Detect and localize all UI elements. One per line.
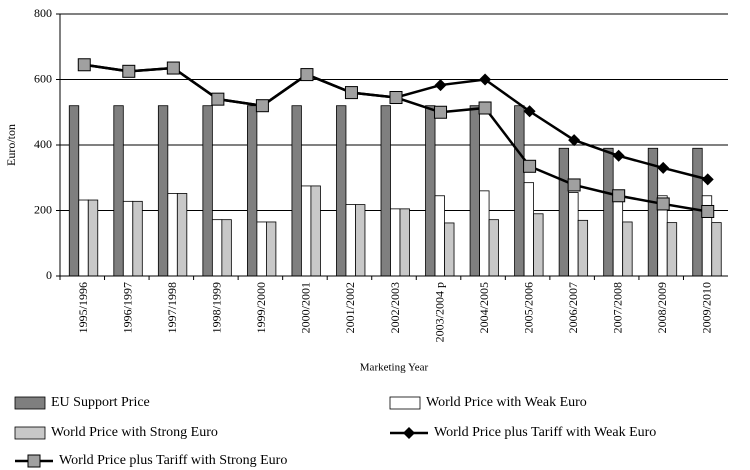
bar: [666, 222, 678, 277]
x-tick-label: 2000/2001: [299, 282, 313, 333]
bar: [246, 105, 258, 277]
marker: [701, 173, 714, 186]
bar: [692, 147, 703, 277]
bar: [434, 195, 445, 277]
x-tick-label: 1997/1998: [165, 282, 179, 333]
x-tick-label: 2005/2006: [521, 282, 535, 333]
x-tick-label: 2008/2009: [655, 282, 669, 333]
bar: [157, 105, 169, 277]
bar: [399, 208, 410, 277]
bar: [122, 200, 134, 277]
bar: [167, 193, 178, 277]
marker: [344, 86, 358, 100]
legend-swatch: [27, 454, 41, 468]
bar: [523, 182, 534, 277]
marker: [77, 58, 91, 72]
x-tick-label: 2009/2010: [699, 282, 713, 333]
marker: [567, 178, 581, 192]
marker: [211, 92, 225, 106]
y-tick-label: 400: [34, 137, 52, 151]
legend-swatch: [389, 396, 421, 410]
legend-label: EU Support Price: [51, 395, 150, 410]
marker: [523, 105, 536, 118]
y-tick-label: 800: [34, 6, 52, 20]
x-tick-label: 2007/2008: [610, 282, 624, 333]
x-tick-label: 2004/2005: [477, 282, 491, 333]
bar: [479, 190, 490, 277]
marker: [300, 68, 314, 82]
bar: [221, 219, 232, 277]
bar: [87, 199, 99, 277]
bar: [425, 105, 436, 277]
bar: [113, 105, 124, 277]
x-tick-label: 2002/2003: [388, 282, 402, 333]
bar: [568, 192, 579, 277]
marker: [434, 79, 447, 92]
marker: [434, 105, 448, 119]
legend-label: World Price plus Tariff with Strong Euro: [59, 453, 287, 468]
x-tick-label: 1999/2000: [254, 282, 268, 333]
bar: [132, 200, 143, 277]
bar: [577, 219, 589, 277]
marker: [255, 99, 269, 113]
bar: [380, 105, 391, 277]
bar: [310, 185, 321, 277]
x-tick-label: 1998/1999: [210, 282, 224, 333]
marker: [656, 197, 670, 211]
bar: [336, 105, 347, 277]
bar: [291, 105, 302, 277]
legend-swatch: [14, 426, 46, 440]
bar: [202, 105, 213, 277]
marker: [568, 134, 581, 147]
legend-label: World Price with Strong Euro: [51, 425, 218, 440]
y-tick-label: 0: [46, 268, 52, 282]
y-axis-title: Euro/ton: [4, 124, 18, 166]
bar: [533, 213, 544, 277]
bar: [711, 222, 722, 277]
x-tick-label: 1995/1996: [76, 282, 90, 333]
x-tick-label: 2006/2007: [566, 282, 580, 333]
bar: [622, 221, 633, 277]
bar: [603, 147, 614, 277]
bar: [390, 208, 401, 277]
marker: [523, 159, 537, 173]
bar: [514, 105, 525, 277]
y-tick-label: 600: [34, 71, 52, 85]
bar: [78, 199, 89, 277]
bar: [469, 105, 480, 277]
legend-swatch: [14, 396, 46, 410]
bar: [488, 219, 499, 277]
bar: [355, 204, 366, 277]
legend-label: World Price plus Tariff with Weak Euro: [434, 425, 656, 440]
bar: [612, 200, 624, 277]
bar: [647, 147, 659, 277]
marker: [479, 73, 492, 86]
bar: [176, 193, 188, 277]
bar: [444, 222, 455, 277]
bar: [301, 185, 312, 277]
x-tick-label: 1996/1997: [121, 282, 135, 333]
bar: [256, 221, 267, 277]
x-tick-label: 2003/2004 p: [432, 282, 446, 342]
bar: [558, 147, 570, 277]
marker: [122, 64, 136, 78]
marker: [701, 204, 715, 218]
marker: [166, 61, 180, 75]
bar: [68, 105, 80, 277]
x-tick-label: 2001/2002: [343, 282, 357, 333]
marker: [657, 161, 670, 174]
bar: [211, 219, 223, 277]
bar: [265, 221, 277, 277]
legend-label: World Price with Weak Euro: [426, 395, 587, 410]
line: [84, 63, 709, 181]
marker: [478, 101, 492, 115]
bar: [345, 204, 356, 277]
marker: [389, 91, 403, 105]
marker: [612, 189, 626, 203]
y-tick-label: 200: [34, 202, 52, 216]
x-axis-title: Marketing Year: [360, 362, 429, 374]
legend-swatch: [403, 427, 415, 439]
marker: [612, 149, 625, 162]
